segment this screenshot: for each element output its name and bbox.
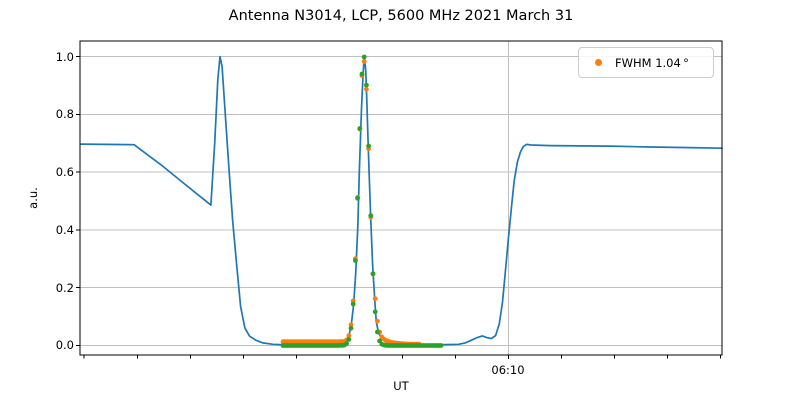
fit-sample-dot bbox=[350, 301, 356, 307]
signal-line bbox=[80, 55, 723, 346]
grid-lines bbox=[80, 41, 722, 355]
legend-label: FWHM 1.04 ° bbox=[615, 55, 689, 70]
data-sample-dot bbox=[361, 59, 367, 64]
y-axis-tick-label: 0.4 bbox=[55, 222, 74, 237]
fit-sample-dot bbox=[346, 337, 352, 342]
data-sample-dot bbox=[346, 333, 352, 339]
fit-sample-dot bbox=[368, 213, 374, 219]
y-axis-tick-label: 1.0 bbox=[55, 49, 74, 64]
y-axis-tick-label: 0.8 bbox=[55, 107, 74, 122]
x-axis-tick-label: 06:10 bbox=[491, 363, 525, 377]
fit-sample-dot bbox=[359, 71, 365, 77]
fit-sample-dot bbox=[357, 126, 363, 131]
fit-sample-dot bbox=[348, 325, 354, 331]
data-sample-dot bbox=[364, 86, 369, 92]
fit-sample-dot bbox=[372, 309, 378, 315]
data-sample-dot bbox=[348, 322, 354, 328]
y-axis-tick-label: 0.6 bbox=[55, 165, 74, 180]
y-axis-label: a.u. bbox=[26, 187, 40, 209]
legend: FWHM 1.04 ° bbox=[578, 47, 714, 78]
y-axis-tick-label: 0.0 bbox=[55, 338, 74, 353]
fit-sample-dot bbox=[361, 54, 367, 60]
plot-spines bbox=[79, 40, 723, 356]
data-series bbox=[80, 54, 723, 348]
fit-sample-dot bbox=[344, 341, 349, 346]
legend-marker-dot-icon bbox=[595, 59, 602, 66]
chart-title: Antenna N3014, LCP, 5600 MHz 2021 March … bbox=[228, 8, 574, 24]
fit-sample-dot bbox=[370, 271, 376, 277]
y-axis-tick-label: 0.2 bbox=[55, 280, 74, 295]
x-axis-label: UT bbox=[393, 379, 409, 393]
axes-spines-and-ticks bbox=[76, 40, 723, 359]
fit-sample-dot bbox=[366, 143, 371, 149]
fit-sample-dot bbox=[353, 258, 358, 263]
fit-sample-dot bbox=[375, 329, 380, 335]
fit-sample-dot bbox=[438, 343, 444, 348]
fit-sample-dot bbox=[364, 82, 369, 88]
fit-sample-dot bbox=[355, 195, 360, 201]
data-sample-dot bbox=[375, 318, 380, 324]
data-sample-dot bbox=[372, 296, 378, 301]
